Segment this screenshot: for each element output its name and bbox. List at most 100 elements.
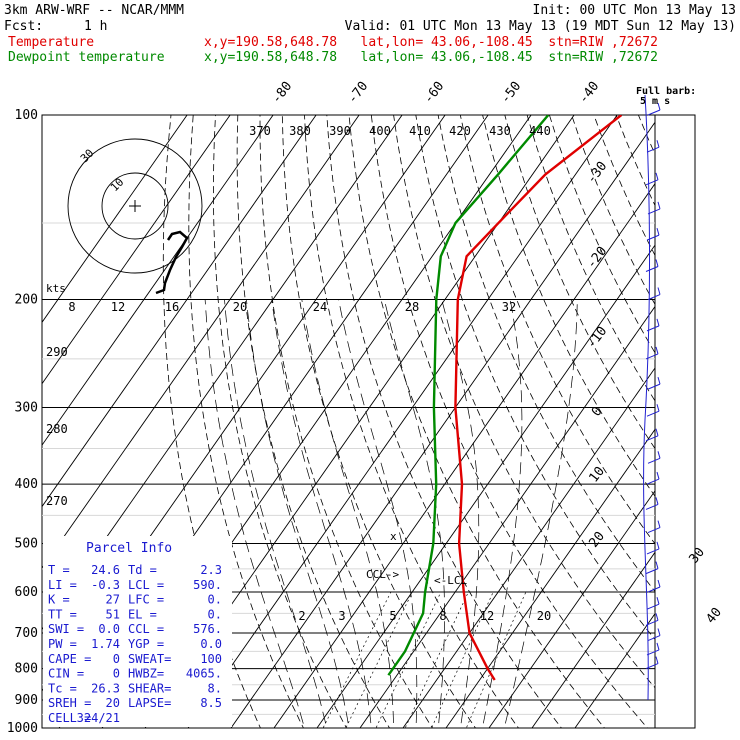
mixing-ratio-label-20: 20: [537, 609, 551, 623]
isotherm-20: [445, 428, 655, 728]
wind-barb-flag-100: [657, 102, 661, 111]
dry-adiabat-320: [326, 115, 563, 728]
wind-barb-115: [646, 146, 660, 153]
theta-e-label-410: 410: [409, 124, 431, 138]
dry-adiabat-360: [415, 115, 655, 641]
hodograph-speed-label-32: 32: [502, 300, 516, 314]
dry-adiabat-390: [482, 115, 655, 497]
dry-adiabat-350: [393, 115, 655, 689]
parcel-info-value-8: 26.3: [91, 681, 120, 695]
moist-adiabat-5: [271, 299, 372, 728]
wind-barb-flag-310: [656, 404, 660, 412]
parcel-info-label-4: SWI =: [48, 622, 84, 636]
wind-barb-flag-800: [655, 656, 659, 664]
isotherm--20: [273, 182, 655, 728]
parcel-info-value2-2: 0.: [208, 593, 222, 607]
parcel-x-marker: x: [390, 530, 397, 543]
mixing-ratio-line-8: [404, 591, 469, 728]
hodograph-speed-label-8: 8: [68, 300, 75, 314]
wind-barb-flag-160: [656, 227, 660, 236]
mixing-ratio-label-2: 2: [298, 609, 305, 623]
pressure-tick-400: 400: [15, 477, 38, 492]
parcel-info-value-4: 0.0: [98, 622, 120, 636]
isotherm-label-20: 20: [587, 529, 608, 551]
moist-adiabat-15: [338, 299, 418, 728]
wind-legend-units: 5 m s: [640, 96, 670, 107]
wind-barb-145: [647, 208, 661, 215]
parcel-info-value-1: -0.3: [91, 578, 120, 592]
hodograph-speed-label-28: 28: [405, 300, 419, 314]
dry-adiabat-340: [370, 115, 649, 728]
forecast-value: 1 h: [84, 19, 108, 34]
isotherm-label--20: -20: [584, 244, 610, 272]
wind-barb-flag-600: [657, 579, 661, 588]
isotherm--100: [42, 115, 360, 569]
theta-label-290: 290: [46, 345, 68, 359]
mixing-ratio-line-12: [431, 591, 494, 728]
dewpoint-legend-label: Dewpoint temperature: [8, 50, 165, 65]
wind-barb-flag-480: [657, 520, 661, 528]
wind-barb-flag-340: [655, 428, 659, 436]
wind-barb-400: [646, 478, 660, 485]
isotherm-label--10: -10: [584, 324, 610, 352]
wind-profile-line: [643, 94, 651, 701]
isotherm-label--50: -50: [498, 79, 524, 107]
pressure-tick-200: 200: [15, 293, 38, 308]
wind-barb-flag-560: [655, 561, 659, 569]
dry-adiabat-460: [637, 115, 655, 156]
parcel-info-label2-7: HWBZ=: [128, 667, 164, 681]
hodograph-speed-label-24: 24: [313, 300, 327, 314]
hodograph-trace: [155, 230, 189, 295]
hodograph-unit-label: kts: [46, 282, 66, 295]
valid-time: Valid: 01 UTC Mon 13 May 13 (19 MDT Sun …: [344, 19, 736, 34]
isotherm--30: [230, 121, 655, 728]
theta-e-label-440: 440: [529, 124, 551, 138]
moist-adiabat-25: [441, 299, 480, 728]
pressure-tick-500: 500: [15, 536, 38, 551]
model-title: 3km ARW-WRF -- NCAR/MMM: [4, 3, 185, 18]
isotherm-label--70: -70: [345, 79, 371, 107]
parcel-info-value-6: 0: [113, 652, 120, 666]
wind-barb-flag-370: [657, 451, 661, 459]
hodograph-speed-label-16: 16: [165, 300, 179, 314]
dry-adiabat-270: [212, 115, 347, 728]
parcel-info-label2-9: LAPSE=: [128, 696, 171, 710]
parcel-info-label-0: T =: [48, 563, 70, 577]
parcel-info-label-2: K =: [48, 593, 70, 607]
wind-barb-flag-400: [656, 471, 660, 480]
isotherm--110: [42, 115, 317, 508]
wind-barb-130: [645, 179, 659, 186]
isotherm--40: [187, 115, 618, 728]
isotherm-label-30: 30: [687, 545, 708, 567]
isotherm-label--80: -80: [269, 79, 295, 107]
dry-adiabat-250: [162, 115, 261, 728]
parcel-info-label2-3: EL =: [128, 607, 157, 621]
theta-e-label-400: 400: [369, 124, 391, 138]
isotherm-40: [531, 551, 655, 728]
isotherm--120: [42, 115, 274, 446]
wind-barb-flag-440: [655, 497, 659, 505]
dry-adiabat-290: [259, 115, 433, 728]
theta-label-280: 280: [46, 422, 68, 436]
isotherm--140: [42, 115, 188, 324]
pressure-tick-800: 800: [15, 662, 38, 677]
parcel-info-value-5: 1.74: [91, 637, 120, 651]
isotherm-50: [574, 612, 655, 728]
wind-barb-flag-520: [656, 541, 660, 550]
dry-adiabat-400: [504, 115, 655, 450]
wind-barb-flag-225: [656, 318, 660, 327]
ccl-marker: CCL->: [366, 568, 399, 581]
parcel-info-value2-6: 100: [200, 652, 222, 666]
wind-barb-flag-130: [655, 172, 659, 180]
wind-barb-370: [647, 457, 661, 464]
parcel-info-label-6: CAPE =: [48, 652, 91, 666]
parcel-info-value-10: 324/21: [77, 711, 120, 725]
temperature-trace: [454, 115, 623, 681]
moist-adiabat-30: [482, 299, 523, 728]
mixing-ratio-line-20: [465, 591, 527, 728]
wind-barb-310: [646, 410, 660, 417]
parcel-info-label-9: SREH =: [48, 696, 91, 710]
parcel-info-value2-7: 4065.: [186, 667, 222, 681]
parcel-info-value2-8: 8.: [208, 681, 222, 695]
